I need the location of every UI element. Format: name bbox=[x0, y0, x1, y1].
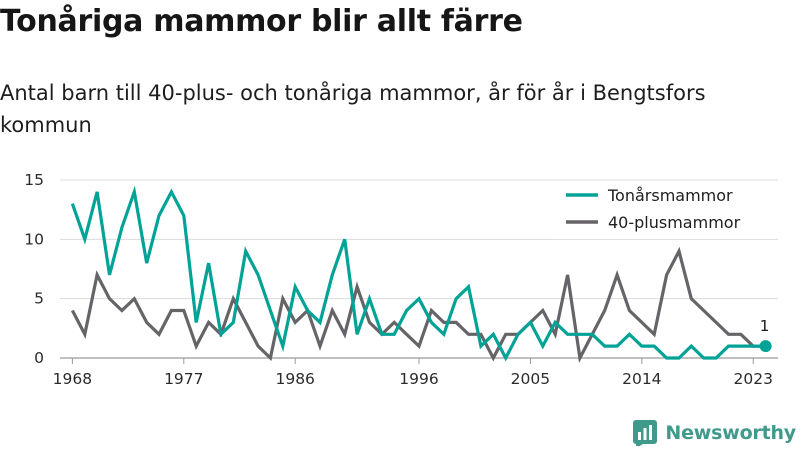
newsworthy-logo-icon bbox=[633, 420, 658, 446]
gridlines bbox=[60, 179, 778, 359]
legend-label: Tonårsmammor bbox=[607, 186, 733, 205]
chart-title: Tonåriga mammor blir allt färre bbox=[0, 4, 523, 39]
x-tick-label: 1977 bbox=[164, 370, 203, 388]
chart-subtitle: Antal barn till 40-plus- och tonåriga ma… bbox=[0, 81, 706, 137]
y-tick-label: 15 bbox=[24, 171, 44, 189]
y-tick-label: 0 bbox=[34, 349, 44, 367]
y-tick-label: 10 bbox=[24, 230, 44, 248]
x-tick-label: 1968 bbox=[53, 370, 92, 388]
legend-label: 40-plusmammor bbox=[608, 213, 741, 232]
x-tick-label: 2023 bbox=[734, 370, 773, 388]
series-end-point bbox=[759, 340, 772, 353]
series-line-40-plusmammor bbox=[70, 246, 766, 364]
series-line-tonarsmammor bbox=[70, 185, 766, 362]
line-chart: 0 5 10 15 1968 1977 1986 1996 2005 2014 2023 Tonå… bbox=[24, 171, 778, 388]
y-tick-label: 5 bbox=[34, 290, 44, 308]
x-tick-label: 1996 bbox=[399, 370, 438, 388]
x-axis-ticks: 1968 1977 1986 1996 2005 2014 2023 bbox=[53, 358, 773, 388]
series-lines bbox=[70, 185, 772, 364]
end-value-label: 1 bbox=[760, 317, 770, 335]
x-tick-label: 2014 bbox=[622, 370, 661, 388]
brand-name: Newsworthy bbox=[665, 422, 796, 444]
legend: Tonårsmammor 40-plusmammor bbox=[552, 181, 770, 239]
annotations: 1 bbox=[760, 317, 770, 335]
legend-box bbox=[552, 181, 770, 239]
brand: Newsworthy bbox=[633, 420, 796, 446]
x-tick-label: 2005 bbox=[511, 370, 550, 388]
x-tick-label: 1986 bbox=[275, 370, 314, 388]
y-axis-ticks: 0 5 10 15 bbox=[24, 171, 44, 367]
